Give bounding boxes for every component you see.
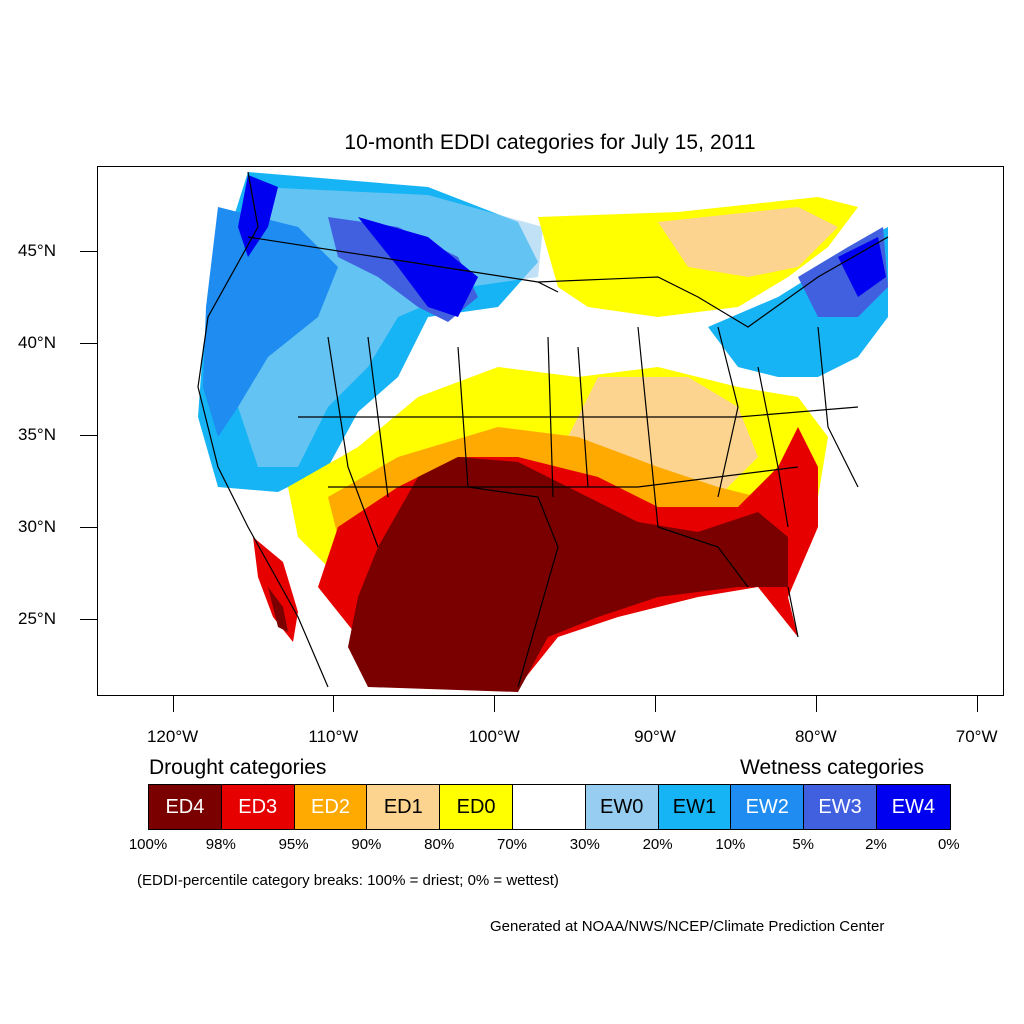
category-break-label: 0% [937, 836, 960, 853]
legend-box-ew1: EW1 [658, 785, 732, 829]
latitude-tick [80, 250, 97, 252]
region-ed4-south [348, 457, 788, 692]
category-break-label: 5% [792, 836, 815, 853]
map-title: 10-month EDDI categories for July 15, 20… [344, 131, 756, 154]
legend-box-ed3: ED3 [221, 785, 295, 829]
category-break-label: 20% [642, 836, 673, 853]
legend-box-ed2: ED2 [294, 785, 368, 829]
region-ew4-northwest [238, 175, 278, 257]
longitude-tick-label: 120°W [146, 727, 199, 746]
region-ed4-baja [268, 587, 288, 632]
legend-box-ew4: EW4 [876, 785, 950, 829]
longitude-tick [172, 696, 174, 712]
category-break-label: 100% [128, 836, 168, 853]
legend-box-ed4: ED4 [149, 785, 222, 829]
longitude-tick-label: 70°W [955, 727, 998, 746]
latitude-tick [80, 526, 97, 528]
category-break-label: 30% [569, 836, 600, 853]
drought-categories-heading: Drought categories [149, 756, 327, 779]
category-break-note: (EDDI-percentile category breaks: 100% =… [137, 872, 559, 889]
longitude-tick [333, 696, 335, 712]
latitude-tick-label: 40°N [18, 332, 56, 352]
latitude-tick [80, 434, 97, 436]
category-break-label: 80% [424, 836, 455, 853]
legend-box-ew3: EW3 [804, 785, 877, 829]
wetness-categories-heading: Wetness categories [740, 756, 925, 779]
legend-box-ed1: ED1 [367, 785, 441, 829]
latitude-tick-label: 25°N [18, 608, 56, 628]
category-break-label: 98% [205, 836, 236, 853]
category-break-label: 2% [865, 836, 887, 853]
category-break-label: 95% [278, 836, 309, 853]
longitude-tick [815, 696, 817, 712]
latitude-tick-label: 35°N [18, 424, 56, 444]
longitude-tick [655, 696, 657, 712]
legend-box-ew2: EW2 [731, 785, 805, 829]
category-legend-bar: ED4 ED3 ED2 ED1 ED0 EW0 EW1 EW2 EW3 EW4 [148, 784, 951, 830]
latitude-tick [80, 342, 97, 344]
longitude-tick-label: 110°W [308, 727, 359, 746]
region-ew4-montana [358, 217, 478, 317]
latitude-tick [80, 618, 97, 620]
category-break-label: 10% [715, 836, 746, 853]
longitude-tick [494, 696, 496, 712]
legend-box-neutral [512, 785, 586, 829]
latitude-tick-label: 30°N [18, 516, 56, 536]
legend-box-ew0: EW0 [585, 785, 659, 829]
longitude-tick-label: 90°W [634, 727, 676, 746]
latitude-tick-label: 45°N [18, 240, 56, 260]
credit-line: Generated at NOAA/NWS/NCEP/Climate Predi… [490, 918, 885, 935]
region-ed1-north [658, 207, 838, 277]
category-break-label: 70% [496, 836, 528, 853]
map-panel [97, 166, 1004, 696]
legend-box-ed0: ED0 [440, 785, 513, 829]
region-ew4-northeast [838, 237, 886, 297]
region-ed3-baja [253, 537, 298, 642]
longitude-tick-label: 80°W [794, 727, 837, 746]
category-break-label: 90% [351, 836, 382, 853]
longitude-tick-label: 100°W [468, 727, 520, 746]
longitude-tick [976, 696, 978, 712]
boundary-lines [197, 171, 889, 688]
map-canvas [197, 171, 889, 692]
